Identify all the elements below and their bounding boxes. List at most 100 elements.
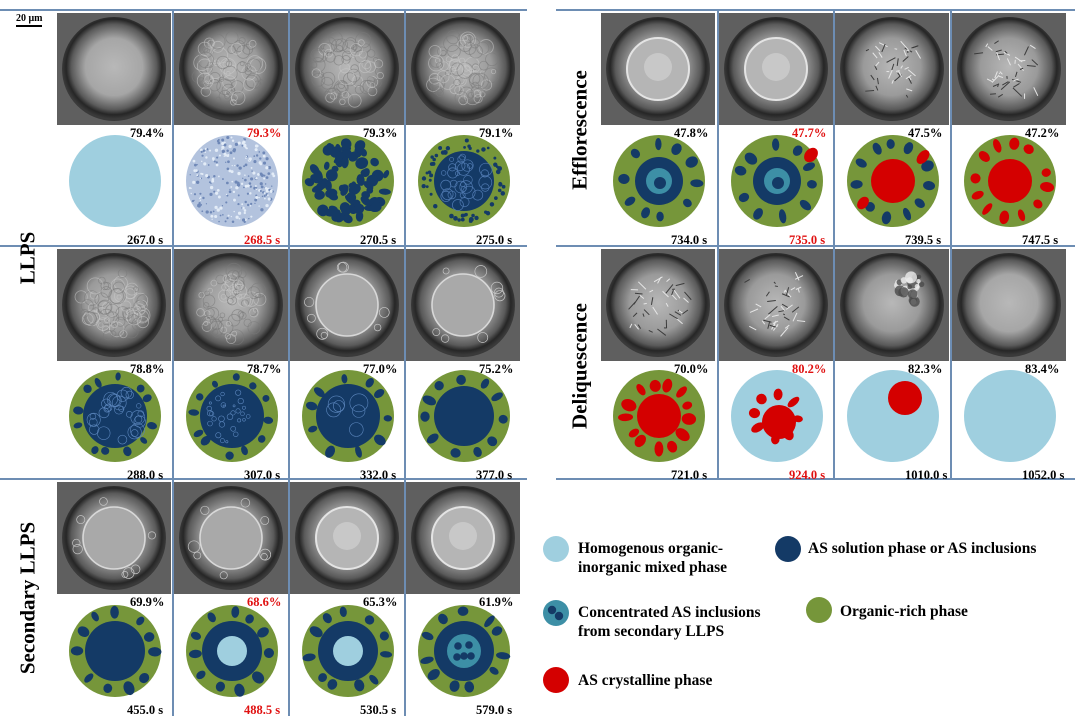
- microscope-image: [952, 13, 1066, 125]
- llps-time-label: 275.0 s: [476, 233, 512, 247]
- phase-schematic: [184, 603, 280, 699]
- grid-line-top-right: [556, 9, 1075, 11]
- label-deliquescence: Deliquescence: [568, 303, 593, 429]
- legend-swatch-concentrated: [543, 600, 569, 626]
- efflorescence-time-label: 734.0 s: [671, 233, 707, 247]
- phase-schematic: [67, 603, 163, 699]
- deliquescence-time-label: 1052.0 s: [1022, 468, 1064, 482]
- label-llps: LLPS: [16, 232, 41, 285]
- phase-schematic: [729, 133, 825, 229]
- deliquescence-rh-label: 82.3%: [908, 362, 942, 376]
- deliquescence-time-label: 924.0 s: [789, 468, 825, 482]
- phase-schematic: [300, 368, 396, 464]
- phase-schematic: [67, 133, 163, 229]
- legend-label-concentrated-line1: Concentrated AS inclusions: [578, 603, 761, 622]
- efflorescence-rh-label: 47.8%: [674, 126, 708, 140]
- llps-rh-label: 79.3%: [247, 126, 281, 140]
- secondary-time-label: 530.5 s: [360, 703, 396, 717]
- phase-schematic: [184, 133, 280, 229]
- microscope-image: [57, 249, 171, 361]
- microscope-image: [952, 249, 1066, 361]
- phase-schematic: [300, 603, 396, 699]
- concentrated-swatch-icon: [543, 600, 569, 626]
- llps-rh-label: 77.0%: [363, 362, 397, 376]
- secondary-rh-label: 69.9%: [130, 595, 164, 609]
- phase-schematic: [611, 133, 707, 229]
- microscope-image: [290, 249, 404, 361]
- legend-swatch-homogenous: [543, 536, 569, 562]
- legend-swatch-organic: [806, 597, 832, 623]
- scale-bar: 20 μm: [16, 13, 56, 27]
- phase-schematic: [67, 368, 163, 464]
- microscope-image: [406, 482, 520, 594]
- deliquescence-time-label: 1010.0 s: [905, 468, 947, 482]
- phase-schematic: [845, 133, 941, 229]
- llps-rh-label: 79.3%: [363, 126, 397, 140]
- deliquescence-rh-label: 83.4%: [1025, 362, 1059, 376]
- efflorescence-rh-label: 47.2%: [1025, 126, 1059, 140]
- phase-schematic: [845, 368, 941, 464]
- microscope-image: [719, 249, 833, 361]
- llps-time-label: 332.0 s: [360, 468, 396, 482]
- efflorescence-rh-label: 47.7%: [792, 126, 826, 140]
- legend-label-organic: Organic-rich phase: [840, 602, 968, 621]
- llps-time-label: 288.0 s: [127, 468, 163, 482]
- legend-label-as-solution: AS solution phase or AS inclusions: [808, 539, 1036, 558]
- microscope-image: [406, 249, 520, 361]
- microscope-image: [601, 13, 715, 125]
- secondary-time-label: 579.0 s: [476, 703, 512, 717]
- phase-schematic: [416, 368, 512, 464]
- llps-rh-label: 78.8%: [130, 362, 164, 376]
- phase-schematic: [962, 368, 1058, 464]
- llps-time-label: 270.5 s: [360, 233, 396, 247]
- phase-schematic: [611, 368, 707, 464]
- llps-time-label: 268.5 s: [244, 233, 280, 247]
- efflorescence-time-label: 739.5 s: [905, 233, 941, 247]
- microscope-image: [835, 249, 949, 361]
- phase-schematic: [729, 368, 825, 464]
- deliquescence-rh-label: 70.0%: [674, 362, 708, 376]
- phase-schematic: [300, 133, 396, 229]
- phase-schematic: [416, 603, 512, 699]
- secondary-rh-label: 68.6%: [247, 595, 281, 609]
- label-secondary-llps: Secondary LLPS: [16, 522, 41, 674]
- microscope-image: [174, 249, 288, 361]
- microscope-image: [406, 13, 520, 125]
- legend-label-crystal: AS crystalline phase: [578, 671, 712, 690]
- microscope-image: [174, 482, 288, 594]
- deliquescence-time-label: 721.0 s: [671, 468, 707, 482]
- llps-rh-label: 79.4%: [130, 126, 164, 140]
- grid-line-top-left: [0, 9, 527, 11]
- microscope-image: [835, 13, 949, 125]
- llps-rh-label: 79.1%: [479, 126, 513, 140]
- label-efflorescence: Efflorescence: [568, 70, 593, 190]
- efflorescence-time-label: 747.5 s: [1022, 233, 1058, 247]
- microscope-image: [57, 482, 171, 594]
- llps-rh-label: 75.2%: [479, 362, 513, 376]
- scale-bar-label: 20 μm: [16, 13, 56, 25]
- microscope-image: [719, 13, 833, 125]
- secondary-rh-label: 61.9%: [479, 595, 513, 609]
- llps-time-label: 307.0 s: [244, 468, 280, 482]
- microscope-image: [290, 482, 404, 594]
- secondary-rh-label: 65.3%: [363, 595, 397, 609]
- legend-label-homogenous-line1: Homogenous organic-: [578, 539, 727, 558]
- llps-time-label: 267.0 s: [127, 233, 163, 247]
- microscope-image: [174, 13, 288, 125]
- efflorescence-time-label: 735.0 s: [789, 233, 825, 247]
- legend-label-concentrated: Concentrated AS inclusions from secondar…: [578, 603, 761, 641]
- phase-schematic: [184, 368, 280, 464]
- legend-swatch-crystal: [543, 667, 569, 693]
- phase-schematic: [416, 133, 512, 229]
- llps-time-label: 377.0 s: [476, 468, 512, 482]
- phase-schematic: [962, 133, 1058, 229]
- microscope-image: [290, 13, 404, 125]
- legend-label-homogenous: Homogenous organic- inorganic mixed phas…: [578, 539, 727, 577]
- deliquescence-rh-label: 80.2%: [792, 362, 826, 376]
- microscope-image: [57, 13, 171, 125]
- efflorescence-rh-label: 47.5%: [908, 126, 942, 140]
- scale-bar-line: [16, 25, 42, 27]
- microscope-image: [601, 249, 715, 361]
- legend-swatch-as-solution: [775, 536, 801, 562]
- legend-label-homogenous-line2: inorganic mixed phase: [578, 558, 727, 577]
